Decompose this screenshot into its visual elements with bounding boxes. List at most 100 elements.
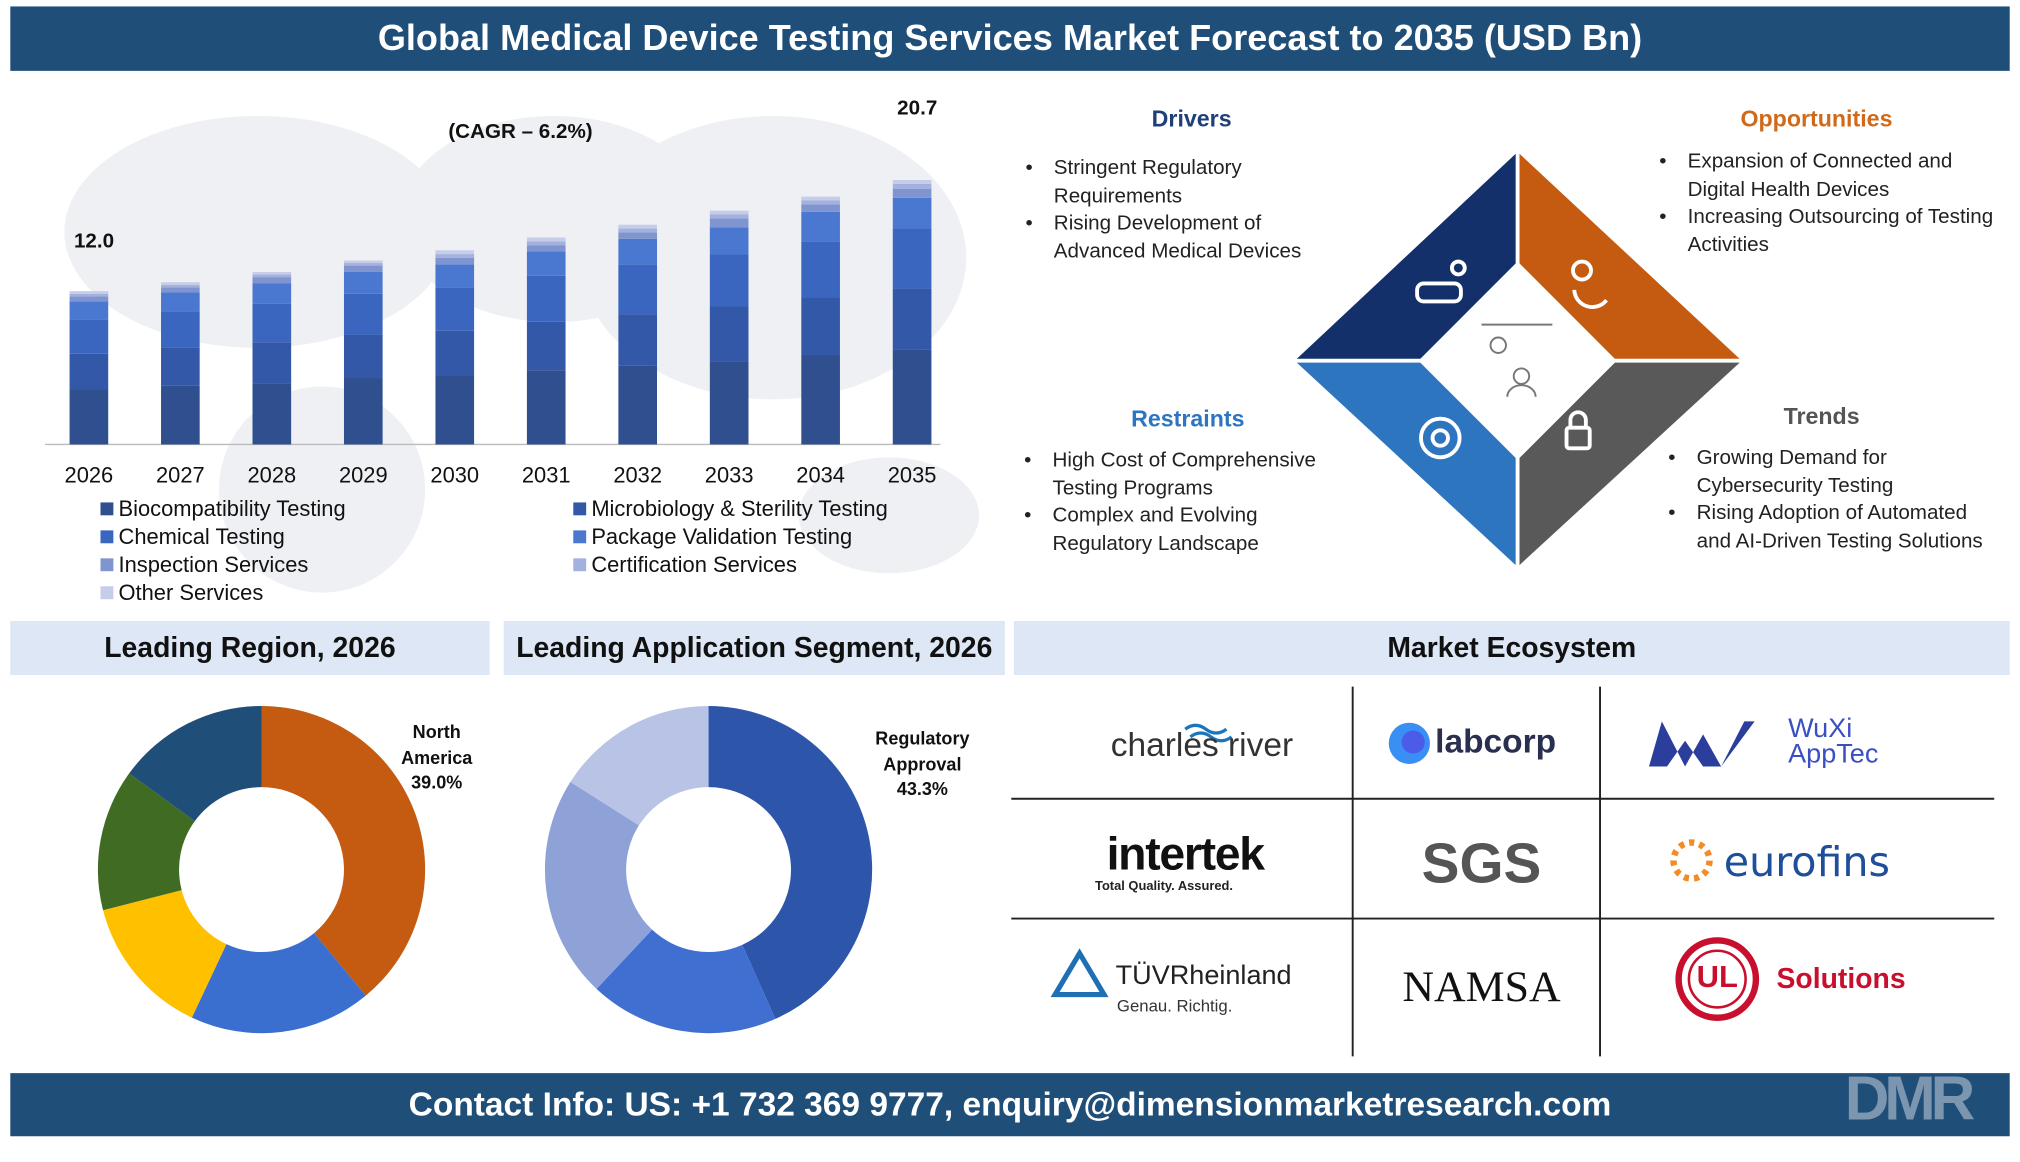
bar-segment xyxy=(343,271,383,294)
bar-segment xyxy=(709,218,749,228)
bar-segment xyxy=(892,288,932,350)
bar-segment xyxy=(252,277,292,284)
footer-bar xyxy=(10,1073,2010,1137)
donut-segment xyxy=(708,705,873,1019)
bar-segment xyxy=(343,265,383,272)
bar-segment xyxy=(252,271,292,275)
bar-segment xyxy=(526,275,566,322)
bar-segment xyxy=(892,183,932,189)
bar-segment xyxy=(343,263,383,266)
logo-mark: UL xyxy=(1696,959,1738,995)
logo: SGS xyxy=(1421,832,1542,896)
opportunities-title: Opportunities xyxy=(1740,105,1893,132)
bullet-item: Rising Development of Advanced Medical D… xyxy=(1025,210,1315,265)
bar-segment xyxy=(618,238,658,265)
bar-segment xyxy=(435,375,475,445)
bar-segment xyxy=(69,301,109,320)
bar-segment xyxy=(801,196,840,201)
legend-swatch xyxy=(573,530,587,544)
legend-label: Microbiology & Sterility Testing xyxy=(591,496,887,521)
logo-tagline: Total Quality. Assured. xyxy=(1095,879,1233,895)
section-header: Market Ecosystem xyxy=(1013,620,2010,676)
bar-segment xyxy=(435,254,475,258)
opportunities-list: Expansion of Connected and Digital Healt… xyxy=(1659,148,1994,259)
bar-segment xyxy=(618,365,658,445)
x-tick-label: 2032 xyxy=(613,462,662,487)
value-label: 43.3% xyxy=(896,778,948,799)
x-tick-label: 2026 xyxy=(65,462,114,487)
bar-segment xyxy=(252,303,292,343)
restraints-title: Restraints xyxy=(1131,405,1245,432)
legend-swatch xyxy=(100,586,114,600)
bar-segment xyxy=(618,314,658,366)
bar-segment xyxy=(343,334,383,379)
logo: labcorp xyxy=(1435,721,1557,761)
logo: NAMSA xyxy=(1402,963,1561,1012)
bar-segment xyxy=(618,224,658,229)
bar-segment xyxy=(435,257,475,265)
bar-segment xyxy=(709,210,749,215)
bar-segment xyxy=(435,250,475,255)
section-header: Leading Application Segment, 2026 xyxy=(503,620,1005,676)
bar-segment xyxy=(801,355,840,445)
bullet-item: Growing Demand for Cybersecurity Testing xyxy=(1668,444,2006,499)
bar-segment xyxy=(435,264,475,288)
donut-segment xyxy=(103,890,227,1018)
logo: TÜVRheinland xyxy=(1115,961,1292,991)
title: Global Medical Device Testing Services M… xyxy=(377,18,1643,58)
bar-segment xyxy=(161,311,200,348)
bar-segment xyxy=(161,347,200,386)
logo: Solutions xyxy=(1776,962,1906,995)
bullet-item: Increasing Outsourcing of Testing Activi… xyxy=(1659,204,1994,259)
donut-segment xyxy=(544,781,653,989)
restraints-list: High Cost of Comprehensive Testing Progr… xyxy=(1024,447,1333,558)
bar-segment xyxy=(892,228,932,289)
bar-segment xyxy=(526,321,566,371)
bar-segment xyxy=(69,319,109,354)
bar-segment xyxy=(801,297,840,356)
bar-segment xyxy=(252,342,292,384)
legend-label: Inspection Services xyxy=(119,552,309,577)
bar-segment xyxy=(709,254,749,307)
bar-segment xyxy=(801,241,840,298)
legend-label: Package Validation Testing xyxy=(591,524,852,549)
legend-label: Certification Services xyxy=(591,552,797,577)
legend-swatch xyxy=(100,558,114,572)
total-label: 12.0 xyxy=(74,230,114,253)
bar-segment xyxy=(892,197,932,229)
bar-segment xyxy=(618,264,658,315)
cagr-annotation: (CAGR – 6.2%) xyxy=(448,121,593,143)
legend-swatch xyxy=(100,530,114,544)
bar-segment xyxy=(801,204,840,212)
bar-segment xyxy=(435,287,475,331)
x-tick-label: 2034 xyxy=(796,462,845,487)
bar-segment xyxy=(709,227,749,255)
bar-segment xyxy=(526,251,566,276)
logo-marks xyxy=(1050,721,1760,1021)
donut-segment xyxy=(191,933,366,1034)
ecosystem-grid xyxy=(1011,686,1995,1057)
value-label: 39.0% xyxy=(411,771,463,793)
bar-segment xyxy=(252,283,292,304)
legend-label: Biocompatibility Testing xyxy=(119,496,346,521)
bullet-item: High Cost of Comprehensive Testing Progr… xyxy=(1024,447,1333,502)
bar-segment xyxy=(709,214,749,219)
bar-segment xyxy=(618,232,658,239)
trends-list: Growing Demand for Cybersecurity Testing… xyxy=(1668,444,2006,555)
world-map-bg xyxy=(64,115,980,593)
x-tick-label: 2027 xyxy=(156,462,205,487)
logo: intertek xyxy=(1106,827,1266,880)
bar-segment xyxy=(526,370,566,445)
bullet-item: Expansion of Connected and Digital Healt… xyxy=(1659,148,1994,203)
bar-segment xyxy=(618,228,658,233)
x-tick-label: 2028 xyxy=(247,462,296,487)
x-tick-label: 2030 xyxy=(430,462,479,487)
legend-label: Chemical Testing xyxy=(119,524,285,549)
bullet-item: Stringent Regulatory Requirements xyxy=(1025,155,1315,210)
bar-segment xyxy=(526,237,566,242)
donut-label: North America 39.0% xyxy=(379,720,495,795)
logo: eurofins xyxy=(1723,837,1891,887)
bar-segment xyxy=(435,330,475,376)
